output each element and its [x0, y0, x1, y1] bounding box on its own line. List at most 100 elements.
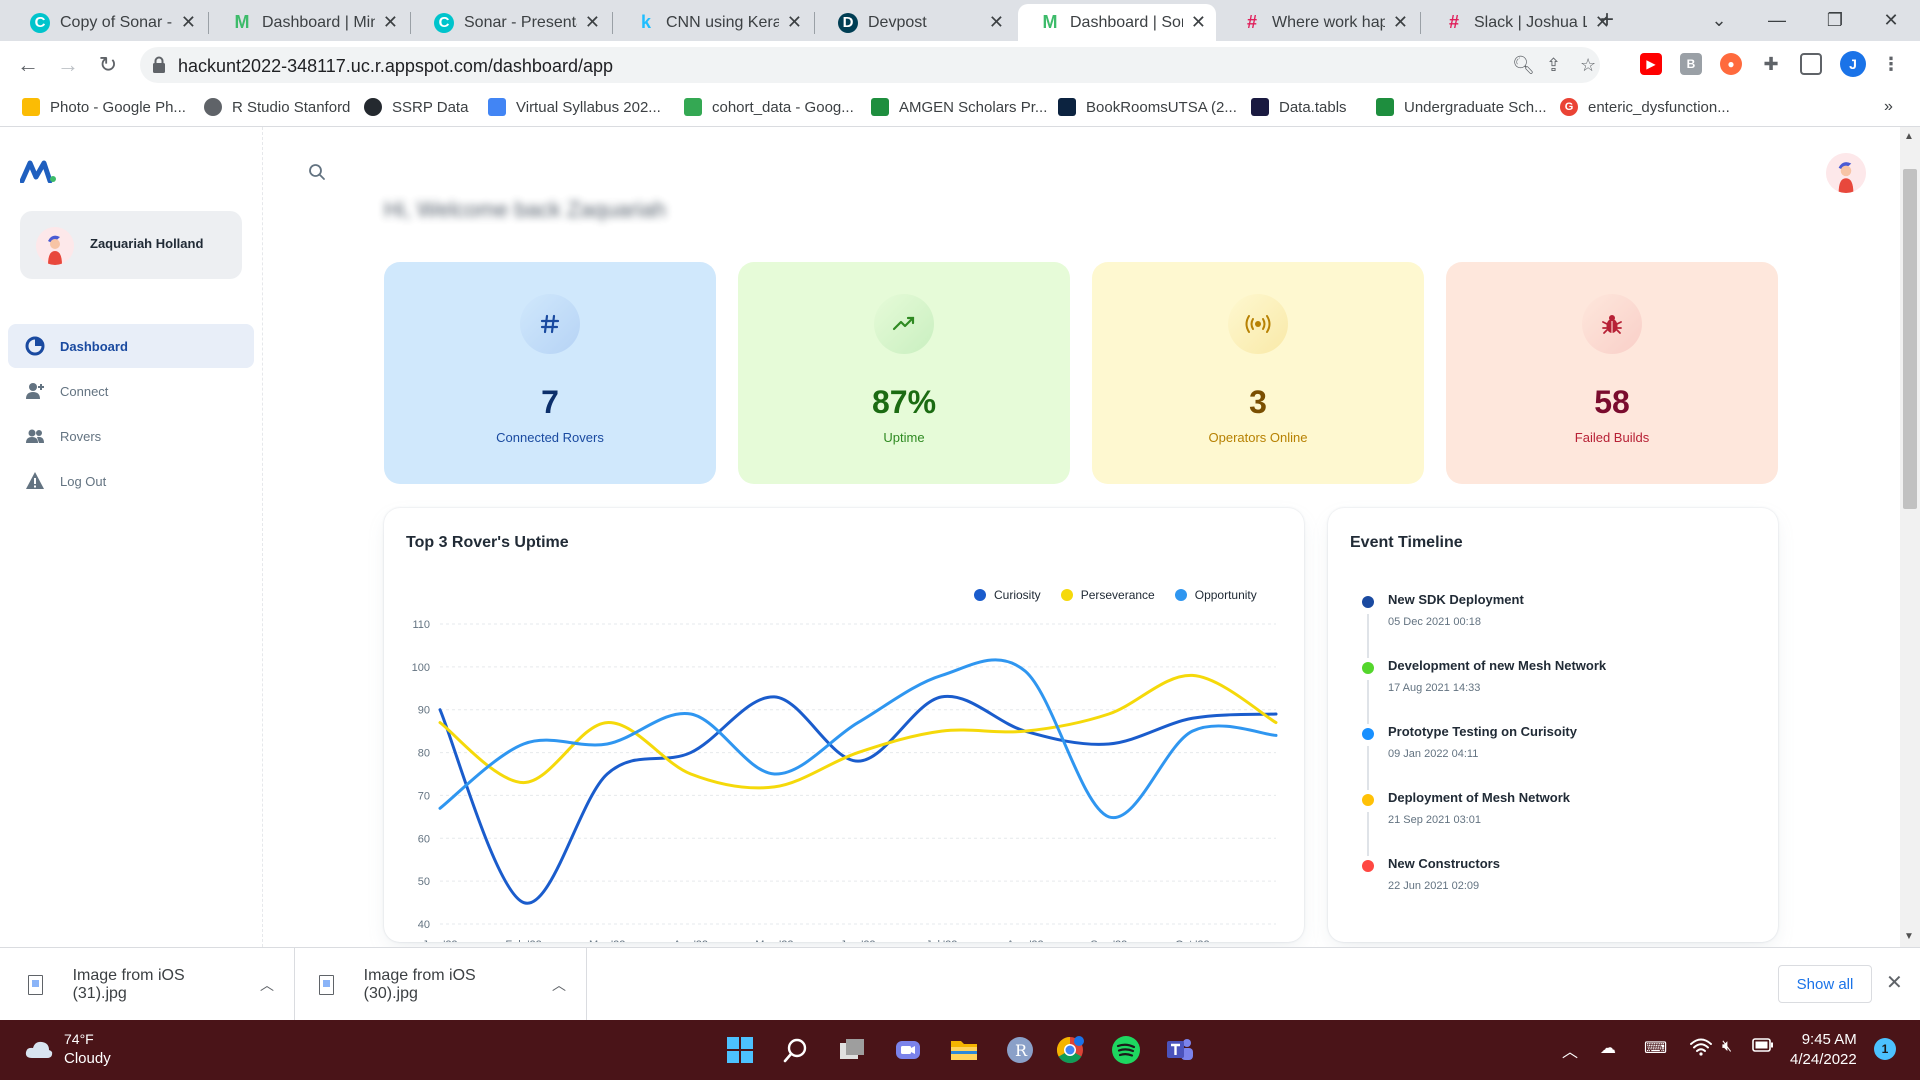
bookmark-5[interactable]: AMGEN Scholars Pr...	[871, 98, 1047, 116]
tab-7[interactable]: # Slack | Joshua Laz ✕	[1422, 4, 1620, 41]
scroll-down-icon[interactable]: ▼	[1904, 931, 1914, 942]
download-item[interactable]: Image from iOS (31).jpg ︿	[0, 948, 295, 1021]
close-tab-icon[interactable]: ✕	[1594, 12, 1610, 32]
battery-icon[interactable]	[1752, 1038, 1774, 1057]
close-tab-icon[interactable]: ✕	[786, 12, 802, 32]
keyboard-icon[interactable]: ⌨	[1644, 1040, 1668, 1057]
tab-6[interactable]: # Where work happ ✕	[1220, 4, 1418, 41]
menu-kebab-icon[interactable]: ⋮	[1882, 53, 1900, 74]
notification-badge[interactable]: 1	[1874, 1038, 1896, 1060]
scroll-thumb[interactable]	[1903, 169, 1917, 509]
extension-icon[interactable]: B	[1680, 53, 1702, 75]
close-tab-icon[interactable]: ✕	[988, 12, 1004, 32]
onedrive-icon[interactable]: ☁	[1600, 1040, 1616, 1057]
search-icon[interactable]	[780, 1034, 812, 1066]
tab-separator	[814, 12, 815, 34]
file-explorer-icon[interactable]	[948, 1034, 980, 1066]
legend-label[interactable]: Opportunity	[1194, 588, 1257, 602]
site-icon	[1376, 98, 1394, 116]
profile-avatar[interactable]: J	[1840, 51, 1866, 77]
close-tab-icon[interactable]: ✕	[382, 12, 398, 32]
bookmark-7[interactable]: Data.tabls	[1251, 98, 1347, 116]
hash-icon	[520, 294, 580, 354]
url-text[interactable]: hackunt2022-348117.uc.r.appspot.com/dash…	[178, 56, 613, 76]
account-avatar[interactable]	[1826, 153, 1866, 193]
chevron-up-icon[interactable]: ︿	[1562, 1044, 1579, 1061]
legend-dot	[1174, 589, 1187, 601]
tab-4[interactable]: D Devpost ✕	[816, 4, 1014, 41]
bookmark-3[interactable]: Virtual Syllabus 202...	[488, 98, 661, 116]
chevron-up-icon[interactable]: ︿	[552, 976, 566, 993]
bookmark-4[interactable]: cohort_data - Goog...	[684, 98, 854, 116]
legend-label[interactable]: Perseverance	[1080, 588, 1155, 602]
tab-0[interactable]: C Copy of Sonar - P ✕	[8, 4, 206, 41]
bookmark-label: cohort_data - Goog...	[712, 98, 854, 116]
back-icon[interactable]: ←	[17, 52, 39, 77]
series-line-curiosity[interactable]	[438, 694, 1278, 905]
stat-label: Operators Online	[1208, 430, 1308, 445]
bookmark-6[interactable]: BookRoomsUTSA (2...	[1058, 98, 1237, 116]
minimize-icon[interactable]: —	[1768, 10, 1786, 30]
download-item[interactable]: Image from iOS (30).jpg ︿	[295, 948, 587, 1021]
close-tab-icon[interactable]: ✕	[1190, 12, 1206, 32]
sidebar-item-connect[interactable]: Connect	[8, 369, 254, 413]
user-card[interactable]: Zaquariah Holland	[20, 211, 242, 279]
extension-icon[interactable]: ●	[1720, 53, 1742, 75]
sidebar-item-logout[interactable]: Log Out	[8, 459, 254, 503]
new-tab-button[interactable]: +	[1600, 6, 1615, 33]
y-tick-label: 40	[418, 919, 430, 931]
tab-1[interactable]: M Dashboard | Mini ✕	[210, 4, 408, 41]
tab-3[interactable]: k CNN using Keras ✕	[614, 4, 812, 41]
task-view-icon[interactable]	[836, 1034, 868, 1066]
speaker-muted-icon[interactable]: 🔇︎	[1722, 1038, 1733, 1055]
weather-condition: Cloudy	[64, 1050, 111, 1067]
reload-icon[interactable]: ↻	[98, 52, 118, 77]
r-app-icon[interactable]: R	[1004, 1034, 1036, 1066]
app-logo[interactable]	[19, 159, 58, 190]
chevron-up-icon[interactable]: ︿	[260, 976, 274, 993]
forward-icon[interactable]: →	[57, 52, 79, 77]
puzzle-extensions-icon[interactable]: ✚	[1763, 53, 1779, 74]
wifi-icon[interactable]	[1690, 1038, 1712, 1061]
zoom-icon[interactable]: 🔍︎	[1512, 55, 1535, 75]
chrome-icon[interactable]	[1054, 1034, 1086, 1066]
show-all-button[interactable]: Show all	[1778, 965, 1872, 1003]
teams-chat-icon[interactable]	[892, 1034, 924, 1066]
weather-widget[interactable]: 74°F Cloudy	[24, 1030, 111, 1068]
chart-title: Top 3 Rover's Uptime	[406, 534, 569, 551]
page-scrollbar[interactable]: ▲ ▼	[1900, 127, 1920, 947]
tab-5[interactable]: M Dashboard | Sonr ✕	[1018, 4, 1216, 41]
share-icon[interactable]: ⇪	[1546, 55, 1562, 75]
youtube-extension-icon[interactable]: ▶	[1640, 53, 1662, 75]
windows-start-icon[interactable]	[724, 1034, 756, 1066]
close-tab-icon[interactable]: ✕	[1392, 12, 1408, 32]
bookmark-0[interactable]: Photo - Google Ph...	[22, 98, 186, 116]
close-tab-icon[interactable]: ✕	[180, 12, 196, 32]
omnibox[interactable]: hackunt2022-348117.uc.r.appspot.com/dash…	[140, 47, 1600, 83]
bookmark-star-icon[interactable]: ☆	[1580, 55, 1597, 75]
sidebar-item-rovers[interactable]: Rovers	[8, 414, 254, 458]
close-window-icon[interactable]: ✕	[1883, 10, 1899, 30]
side-panel-icon[interactable]	[1800, 53, 1822, 75]
x-tick-label: Jul '22	[926, 939, 957, 942]
restore-icon[interactable]: ❐	[1826, 10, 1844, 30]
bookmark-8[interactable]: Undergraduate Sch...	[1376, 98, 1547, 116]
spotify-icon[interactable]	[1110, 1034, 1142, 1066]
search-icon[interactable]	[308, 163, 326, 181]
series-line-opportunity[interactable]	[438, 658, 1278, 820]
bookmark-2[interactable]: SSRP Data	[364, 98, 468, 116]
tab-label: Slack | Joshua Laz	[1474, 13, 1587, 31]
system-clock[interactable]: 9:45 AM 4/24/2022	[1790, 1030, 1857, 1070]
more-bookmarks-icon[interactable]: »	[1884, 98, 1893, 115]
close-icon[interactable]: ✕	[1886, 972, 1903, 994]
tab-search-icon[interactable]: ⌄	[1711, 10, 1727, 30]
scroll-up-icon[interactable]: ▲	[1904, 131, 1914, 142]
sidebar-item-dashboard[interactable]: Dashboard	[8, 324, 254, 368]
bookmark-1[interactable]: R Studio Stanford	[204, 98, 350, 116]
teams-icon[interactable]	[1164, 1034, 1196, 1066]
stat-card-uptime: 87% Uptime	[738, 262, 1070, 484]
close-tab-icon[interactable]: ✕	[584, 12, 600, 32]
tab-2[interactable]: C Sonar - Presentat ✕	[412, 4, 610, 41]
legend-label[interactable]: Curiosity	[994, 588, 1041, 602]
